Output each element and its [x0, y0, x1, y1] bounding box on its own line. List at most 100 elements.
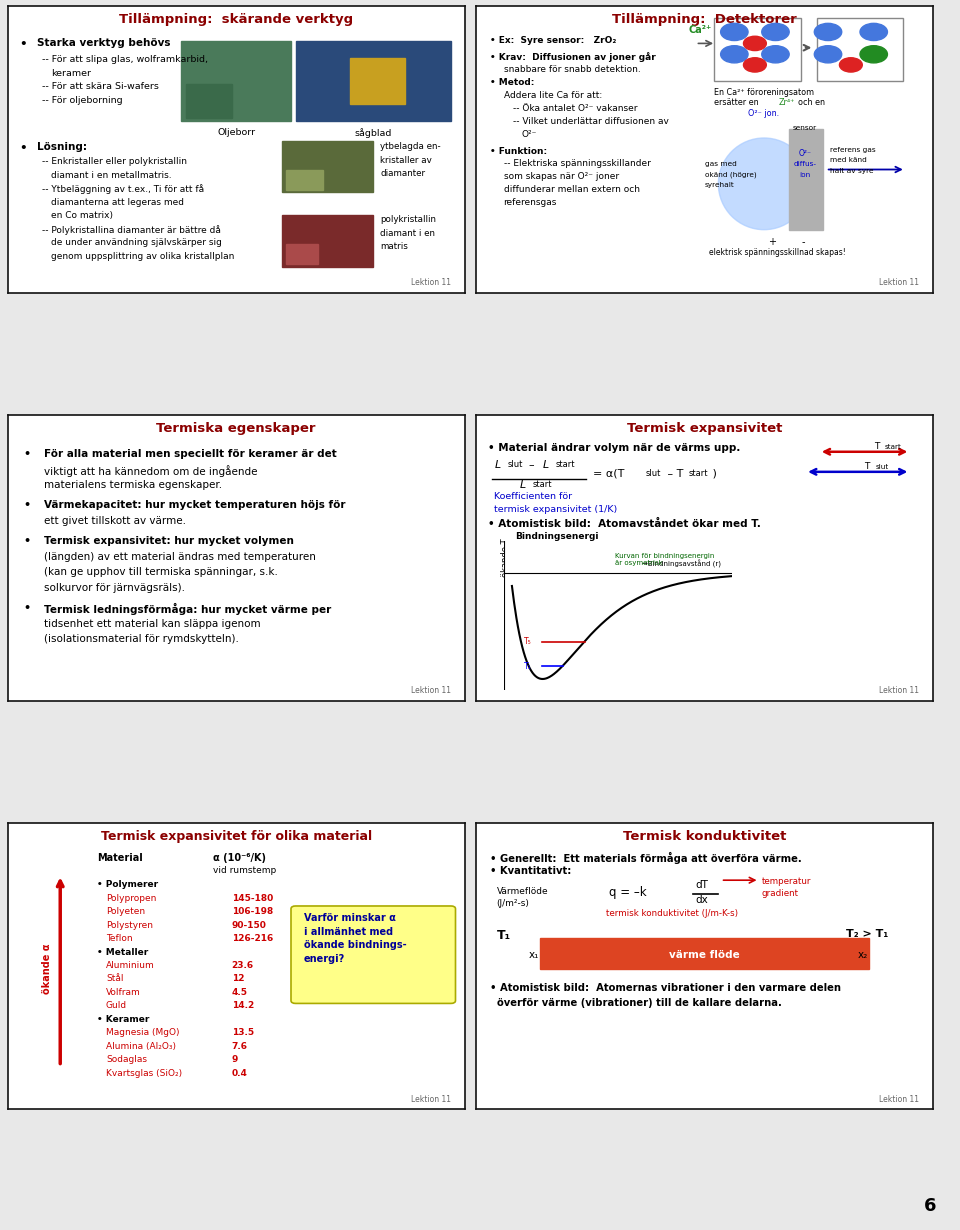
Text: Termisk expansivitet för olika material: Termisk expansivitet för olika material — [101, 830, 372, 843]
Text: sågblad: sågblad — [354, 128, 392, 138]
Text: överför värme (vibrationer) till de kallare delarna.: överför värme (vibrationer) till de kall… — [490, 998, 781, 1007]
Text: ersätter en: ersätter en — [714, 98, 758, 107]
Text: T₁: T₁ — [524, 662, 532, 670]
Text: -- Ytbeläggning av t.ex., Ti för att få: -- Ytbeläggning av t.ex., Ti för att få — [42, 184, 204, 194]
Text: diamanterna att legeras med: diamanterna att legeras med — [51, 198, 184, 207]
Text: Bindningsenergi: Bindningsenergi — [515, 533, 598, 541]
Text: •: • — [24, 501, 31, 510]
Text: -- Vilket underlättar diffusionen av: -- Vilket underlättar diffusionen av — [513, 117, 668, 127]
Circle shape — [814, 46, 842, 63]
Text: diffus-: diffus- — [794, 161, 817, 167]
Text: kristaller av: kristaller av — [380, 156, 432, 165]
Text: gas med: gas med — [705, 161, 736, 167]
Text: Teflon: Teflon — [106, 934, 132, 943]
Text: O²⁻: O²⁻ — [522, 130, 538, 139]
Text: -- Polykristallina diamanter är bättre då: -- Polykristallina diamanter är bättre d… — [42, 225, 221, 235]
Circle shape — [762, 46, 789, 63]
Text: 90-150: 90-150 — [231, 920, 267, 930]
Text: L: L — [494, 460, 501, 470]
Text: Kvartsglas (SiO₂): Kvartsglas (SiO₂) — [106, 1069, 182, 1077]
Text: diamant i en: diamant i en — [380, 229, 435, 237]
Text: Termisk expansivitet: hur mycket volymen: Termisk expansivitet: hur mycket volymen — [44, 536, 294, 546]
Text: start: start — [688, 469, 708, 478]
Text: • Kvantitativt:: • Kvantitativt: — [490, 866, 571, 877]
Text: (isolationsmaterial för rymdskytteln).: (isolationsmaterial för rymdskytteln). — [44, 633, 239, 645]
Text: x₂: x₂ — [857, 951, 868, 961]
Text: För alla material men speciellt för keramer är det: För alla material men speciellt för kera… — [44, 449, 337, 459]
Text: elektrisk spänningsskillnad skapas!: elektrisk spänningsskillnad skapas! — [709, 248, 846, 257]
Text: Termisk ledningsförmåga: hur mycket värme per: Termisk ledningsförmåga: hur mycket värm… — [44, 603, 331, 615]
Text: diamant i en metallmatris.: diamant i en metallmatris. — [51, 171, 172, 180]
Text: gradient: gradient — [762, 889, 799, 898]
Text: • Krav:  Diffusionen av joner går: • Krav: Diffusionen av joner går — [490, 52, 656, 62]
Text: dT: dT — [695, 881, 708, 891]
Text: ion: ion — [800, 171, 811, 177]
Text: (J/m²-s): (J/m²-s) — [496, 899, 530, 908]
Text: O²⁻: O²⁻ — [799, 150, 811, 159]
Text: Polypropen: Polypropen — [106, 894, 156, 903]
Text: värme flöde: värme flöde — [669, 950, 740, 959]
Text: Lektion 11: Lektion 11 — [879, 278, 920, 287]
Text: genom uppsplittring av olika kristallplan: genom uppsplittring av olika kristallpla… — [51, 252, 234, 261]
Text: viktigt att ha kännedom om de ingående: viktigt att ha kännedom om de ingående — [44, 465, 257, 476]
Text: Lektion 11: Lektion 11 — [879, 1095, 920, 1103]
Text: 106-198: 106-198 — [231, 908, 273, 916]
Text: 6: 6 — [924, 1197, 936, 1215]
Text: (kan ge upphov till termiska spänningar, s.k.: (kan ge upphov till termiska spänningar,… — [44, 567, 278, 577]
Text: -- För att skära Si-wafers: -- För att skära Si-wafers — [42, 82, 158, 91]
Text: L: L — [519, 481, 526, 491]
Text: vid rumstemp: vid rumstemp — [213, 866, 276, 876]
Text: okänd (högre): okänd (högre) — [705, 171, 756, 178]
Text: 12: 12 — [231, 974, 244, 984]
Text: • Metod:: • Metod: — [490, 79, 535, 87]
Text: Värmekapacitet: hur mycket temperaturen höjs för: Värmekapacitet: hur mycket temperaturen … — [44, 501, 346, 510]
Text: • Keramer: • Keramer — [97, 1015, 149, 1023]
Text: Varför minskar α: Varför minskar α — [303, 913, 396, 924]
Text: ökande bindnings-: ökande bindnings- — [303, 940, 406, 950]
Text: Guld: Guld — [106, 1001, 127, 1010]
Circle shape — [839, 58, 862, 73]
Text: Alumina (Al₂O₃): Alumina (Al₂O₃) — [106, 1042, 176, 1050]
Text: –: – — [529, 460, 535, 470]
Text: • Metaller: • Metaller — [97, 947, 148, 957]
Bar — [282, 141, 373, 192]
Text: Värmeflöde: Värmeflöde — [496, 887, 548, 897]
Text: slut: slut — [876, 464, 889, 470]
Text: halt av syre: halt av syre — [830, 167, 874, 173]
Bar — [714, 17, 801, 81]
Bar — [181, 41, 291, 121]
Text: •: • — [24, 603, 31, 613]
Text: • Atomistisk bild:  Atomernas vibrationer i den varmare delen: • Atomistisk bild: Atomernas vibrationer… — [490, 983, 841, 994]
Text: • Ex:  Syre sensor:   ZrO₂: • Ex: Syre sensor: ZrO₂ — [490, 36, 616, 46]
Text: -- Elektriska spänningsskillander: -- Elektriska spänningsskillander — [504, 160, 651, 169]
Text: solkurvor för järnvägsräls).: solkurvor för järnvägsräls). — [44, 583, 185, 593]
Text: start: start — [533, 481, 552, 490]
Text: • Material ändrar volym när de värms upp.: • Material ändrar volym när de värms upp… — [488, 443, 740, 453]
Text: -- För oljeborning: -- För oljeborning — [42, 96, 123, 105]
Text: Kurvan för bindningsenergin
är osymetrisk: Kurvan för bindningsenergin är osymetris… — [615, 554, 714, 566]
Text: Tillämpning:  Detektorer: Tillämpning: Detektorer — [612, 14, 797, 26]
Text: T: T — [865, 461, 870, 471]
Text: en Co matrix): en Co matrix) — [51, 212, 113, 220]
Text: T₂ > T₁: T₂ > T₁ — [847, 929, 889, 938]
Text: Lektion 11: Lektion 11 — [879, 686, 920, 695]
Text: •: • — [24, 536, 31, 546]
Text: •: • — [19, 143, 27, 155]
Bar — [540, 937, 869, 969]
Text: α (10⁻⁶/K): α (10⁻⁶/K) — [213, 852, 266, 863]
Text: dx: dx — [695, 895, 708, 905]
Text: Oljeborr: Oljeborr — [217, 128, 255, 137]
Text: – T: – T — [663, 469, 683, 478]
Bar — [282, 215, 373, 267]
Text: i allmänhet med: i allmänhet med — [303, 926, 393, 936]
Text: de under användning självskärper sig: de under användning självskärper sig — [51, 239, 222, 247]
Circle shape — [743, 36, 766, 50]
Text: L: L — [542, 460, 549, 470]
Circle shape — [814, 23, 842, 41]
Text: snabbare för snabb detektion.: snabbare för snabb detektion. — [504, 65, 640, 74]
Bar — [286, 170, 323, 189]
Text: Koefficienten för: Koefficienten för — [494, 492, 572, 501]
Text: diamanter: diamanter — [380, 170, 425, 178]
Text: Addera lite Ca för att:: Addera lite Ca för att: — [504, 91, 602, 101]
Text: keramer: keramer — [51, 69, 91, 77]
